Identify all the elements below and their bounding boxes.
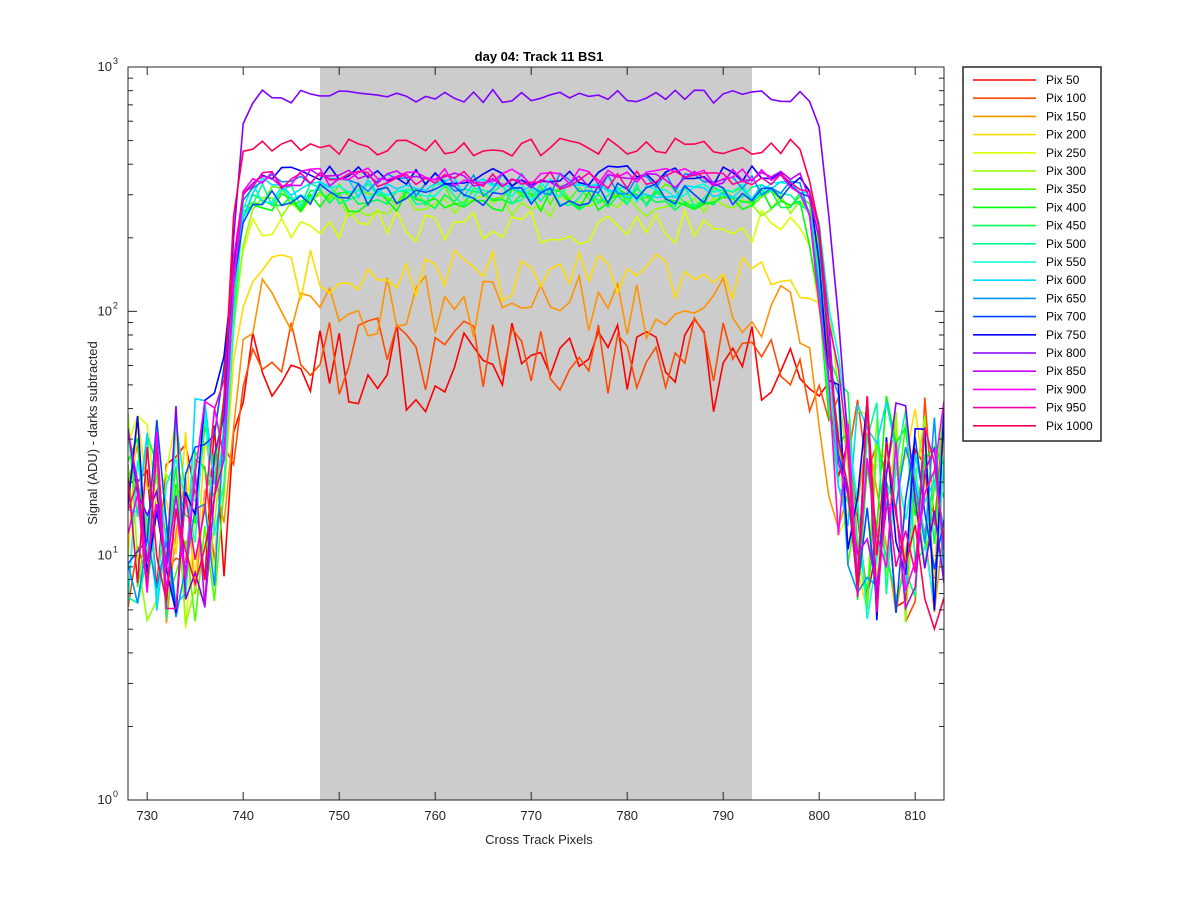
x-axis-label: Cross Track Pixels xyxy=(485,832,593,847)
series-line-pix-900 xyxy=(128,167,944,593)
legend-label: Pix 700 xyxy=(1046,310,1086,324)
x-tick-label: 800 xyxy=(808,808,830,823)
y-tick-label: 10 xyxy=(98,548,112,563)
y-tick-exponent: 1 xyxy=(113,545,118,555)
chart-title: day 04: Track 11 BS1 xyxy=(475,49,604,64)
legend-label: Pix 150 xyxy=(1046,109,1086,123)
legend-label: Pix 300 xyxy=(1046,164,1086,178)
legend-label: Pix 450 xyxy=(1046,219,1086,233)
legend-label: Pix 100 xyxy=(1046,91,1086,105)
series-line-pix-800 xyxy=(128,88,944,607)
series-line-pix-150 xyxy=(128,272,944,624)
legend-label: Pix 400 xyxy=(1046,200,1086,214)
x-tick-label: 750 xyxy=(328,808,350,823)
x-tick-label: 770 xyxy=(520,808,542,823)
legend-label: Pix 550 xyxy=(1046,255,1086,269)
series-line-pix-850 xyxy=(128,168,944,612)
y-tick-label: 10 xyxy=(98,792,112,807)
series-lines xyxy=(128,88,944,632)
series-line-pix-250 xyxy=(128,207,944,629)
x-tick-label: 780 xyxy=(616,808,638,823)
y-axis-label: Signal (ADU) - darks subtracted xyxy=(85,341,100,525)
legend-box xyxy=(962,66,1102,442)
series-line-pix-1000 xyxy=(128,137,944,632)
x-tick-label: 790 xyxy=(712,808,734,823)
legend-label: Pix 600 xyxy=(1046,273,1086,287)
legend-label: Pix 250 xyxy=(1046,146,1086,160)
legend-label: Pix 500 xyxy=(1046,237,1086,251)
y-tick-exponent: 3 xyxy=(113,56,118,66)
legend-label: Pix 800 xyxy=(1046,346,1086,360)
axes-box xyxy=(127,66,945,801)
legend-label: Pix 1000 xyxy=(1046,419,1093,433)
series-line-pix-100 xyxy=(128,315,944,623)
legend-label: Pix 750 xyxy=(1046,328,1086,342)
y-tick-exponent: 0 xyxy=(113,789,118,799)
legend-label: Pix 200 xyxy=(1046,128,1086,142)
x-tick-label: 740 xyxy=(232,808,254,823)
y-tick-label: 10 xyxy=(98,303,112,318)
legend: Pix 50 Pix 100 Pix 150 Pix 200 Pix 250 Pix 30… xyxy=(962,66,1102,442)
series-line-pix-400 xyxy=(128,187,944,600)
legend-label: Pix 50 xyxy=(1046,73,1080,87)
x-tick-label: 730 xyxy=(136,808,158,823)
legend-label: Pix 900 xyxy=(1046,382,1086,396)
x-tick-label: 810 xyxy=(904,808,926,823)
series-line-pix-200 xyxy=(128,248,944,611)
series-line-pix-950 xyxy=(128,169,944,613)
legend-label: Pix 850 xyxy=(1046,364,1086,378)
legend-label: Pix 350 xyxy=(1046,182,1086,196)
y-tick-exponent: 2 xyxy=(113,300,118,310)
y-tick-label: 10 xyxy=(98,59,112,74)
legend-label: Pix 950 xyxy=(1046,401,1086,415)
legend-label: Pix 650 xyxy=(1046,291,1086,305)
x-tick-label: 760 xyxy=(424,808,446,823)
